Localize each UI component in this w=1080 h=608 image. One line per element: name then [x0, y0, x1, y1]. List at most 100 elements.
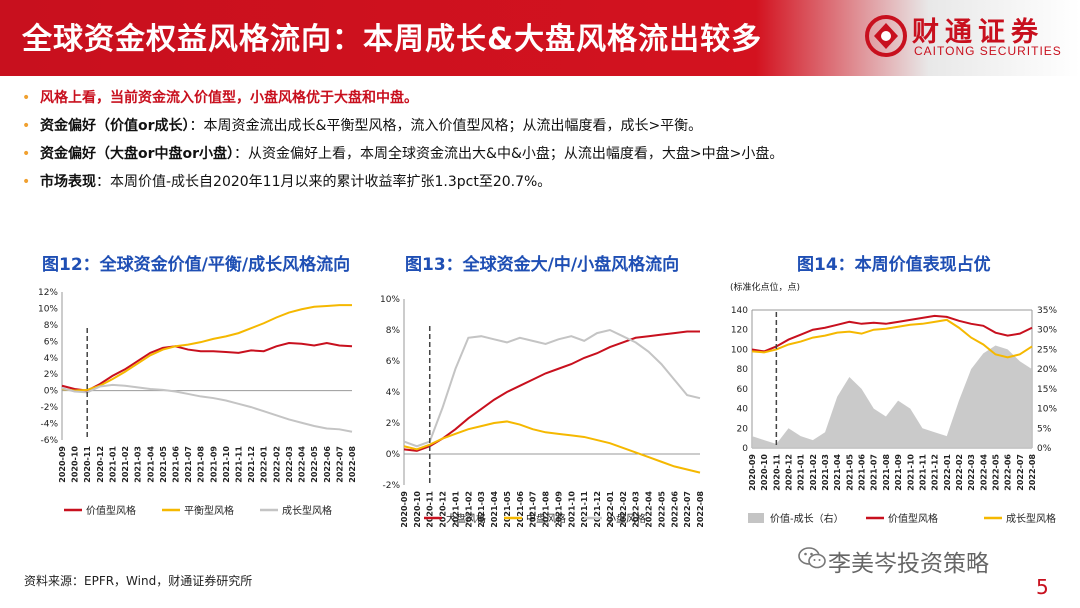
x-tick-label: 2022-05	[991, 454, 1000, 491]
legend-label: 小盘风格	[606, 512, 646, 525]
y-tick-label: 100	[731, 345, 748, 355]
y-tick-label: 120	[731, 326, 748, 336]
x-tick-label: 2020-10	[413, 491, 422, 527]
y-tick-label: -2%	[382, 481, 400, 491]
x-tick-label: 2021-07	[529, 491, 538, 527]
x-tick-label: 2022-01	[606, 491, 615, 527]
x-tick-label: 2021-06	[171, 446, 180, 483]
x-tick-label: 2022-08	[348, 446, 357, 483]
legend-label: 大盘风格	[446, 512, 486, 525]
x-tick-label: 2022-03	[285, 446, 294, 483]
x-tick-label: 2022-02	[272, 446, 281, 483]
x-tick-label: 2020-12	[785, 454, 794, 491]
x-tick-label: 2021-04	[833, 454, 842, 491]
x-tick-label: 2022-04	[979, 454, 988, 491]
chart-13-title: 图13：全球资金大/中/小盘风格流向	[405, 255, 680, 275]
x-tick-label: 2021-11	[918, 454, 927, 491]
x-tick-label: 2021-02	[809, 454, 818, 491]
x-tick-label: 2021-12	[247, 446, 256, 483]
x-tick-label: 2021-08	[882, 454, 891, 491]
x-tick-label: 2021-07	[870, 454, 879, 491]
legend-label: 价值型风格	[888, 512, 938, 525]
chart-14: 140 120 100 80 60 40 20 0 35% 30% 25% 20% 15% 10% 5% 0%…	[730, 281, 1057, 525]
header-bar: 全球资金权益风格流向：本周成长&大盘风格流出较多 财通证券 CAITONG SE…	[0, 0, 1080, 76]
y-tick-label: 4%	[386, 388, 401, 398]
x-tick-label: 2021-02	[464, 491, 473, 527]
x-tick-label: 2021-10	[906, 454, 915, 491]
x-tick-label: 2022-04	[645, 491, 654, 527]
x-tick-label: 2021-02	[121, 446, 130, 483]
x-tick-label: 2022-06	[1004, 454, 1013, 491]
y-tick-label: 0%	[44, 387, 59, 397]
logo-text-en: CAITONG SECURITIES	[914, 44, 1062, 58]
x-tick-label: 2021-10	[567, 491, 576, 527]
y-tick-label: 6%	[386, 357, 401, 367]
x-tick-label: 2021-11	[235, 446, 244, 483]
y-tick-label: 2%	[44, 370, 59, 380]
y-tick-label: 10%	[38, 304, 58, 314]
x-tick-label: 2020-11	[83, 446, 92, 483]
bullet-2: • 资金偏好（价值or成长）：本周资金流出成长&平衡型风格，流入价值型风格；从流…	[22, 112, 1062, 140]
series-area-价值-成长（右）	[752, 345, 1032, 448]
x-tick-label: 2021-04	[146, 446, 155, 483]
x-tick-label: 2020-11	[772, 454, 781, 491]
x-tick-label: 2022-03	[967, 454, 976, 491]
chart-14-unit-label: (标准化点位，点)	[730, 281, 800, 293]
x-tick-label: 2022-01	[260, 446, 269, 483]
y-right-tick-label: 0%	[1037, 444, 1052, 454]
y-tick-label: 10%	[380, 295, 400, 305]
y-tick-label: -4%	[40, 420, 58, 430]
logo-text-cn: 财通证券	[912, 17, 1044, 48]
y-right-tick-label: 20%	[1037, 365, 1057, 375]
y-tick-label: -2%	[40, 403, 58, 413]
bullet-4-lead: 市场表现	[40, 174, 96, 190]
x-tick-label: 2020-09	[58, 446, 67, 483]
y-tick-label: 8%	[44, 321, 59, 331]
page-title: 全球资金权益风格流向：本周成长&大盘风格流出较多	[22, 22, 763, 57]
series-line-成长型风格	[61, 383, 353, 433]
x-tick-label: 2022-02	[619, 491, 628, 527]
series-line-中盘风格	[403, 420, 701, 474]
watermark-text: 李美岑投资策略	[828, 551, 989, 577]
x-tick-label: 2021-05	[845, 454, 854, 491]
x-tick-label: 2020-12	[439, 491, 448, 527]
y-right-tick-label: 15%	[1037, 385, 1057, 395]
x-tick-label: 2020-09	[748, 454, 757, 491]
series-line-成长型风格	[751, 318, 1033, 359]
y-tick-label: 20	[737, 424, 749, 434]
y-tick-label: 12%	[38, 288, 58, 298]
y-tick-label: 0%	[386, 450, 401, 460]
x-tick-label: 2022-05	[657, 491, 666, 527]
x-tick-label: 2021-11	[580, 491, 589, 527]
x-tick-label: 2022-01	[943, 454, 952, 491]
x-tick-label: 2021-03	[477, 491, 486, 527]
legend-label: 价值型风格	[86, 504, 136, 517]
y-tick-label: 40	[737, 405, 749, 415]
y-tick-label: 2%	[386, 419, 401, 429]
y-tick-label: 4%	[44, 354, 59, 364]
series-line-平衡型风格	[61, 304, 352, 392]
y-right-tick-label: 30%	[1037, 326, 1057, 336]
series-line-价值型风格	[61, 341, 353, 392]
x-tick-label: 2022-07	[1016, 454, 1025, 491]
x-tick-label: 2021-07	[184, 446, 193, 483]
series-line-价值型风格	[751, 314, 1033, 353]
y-right-tick-label: 10%	[1037, 405, 1057, 415]
x-tick-label: 2022-06	[323, 446, 332, 483]
bullet-1: • 风格上看，当前资金流入价值型，小盘风格优于大盘和中盘。	[22, 84, 1062, 112]
x-tick-label: 2021-05	[159, 446, 168, 483]
x-tick-label: 2022-07	[335, 446, 344, 483]
x-tick-label: 2021-12	[593, 491, 602, 527]
legend-swatch-价值-成长（右）	[748, 513, 764, 523]
x-tick-label: 2020-09	[400, 491, 409, 527]
bullet-3-text: ：从资金偏好上看，本周全球资金流出大&中&小盘；从流出幅度看，大盘>中盘>小盘。	[234, 146, 784, 162]
logo-emblem-icon	[865, 15, 907, 57]
y-tick-label: 140	[731, 306, 748, 316]
x-tick-label: 2021-08	[197, 446, 206, 483]
wechat-icon	[798, 547, 826, 569]
x-tick-label: 2021-05	[503, 491, 512, 527]
x-tick-label: 2021-09	[894, 454, 903, 491]
legend-label: 成长型风格	[1006, 512, 1056, 525]
x-tick-label: 2020-11	[426, 491, 435, 527]
bullet-3-lead: 资金偏好（大盘or中盘or小盘）	[40, 146, 235, 162]
